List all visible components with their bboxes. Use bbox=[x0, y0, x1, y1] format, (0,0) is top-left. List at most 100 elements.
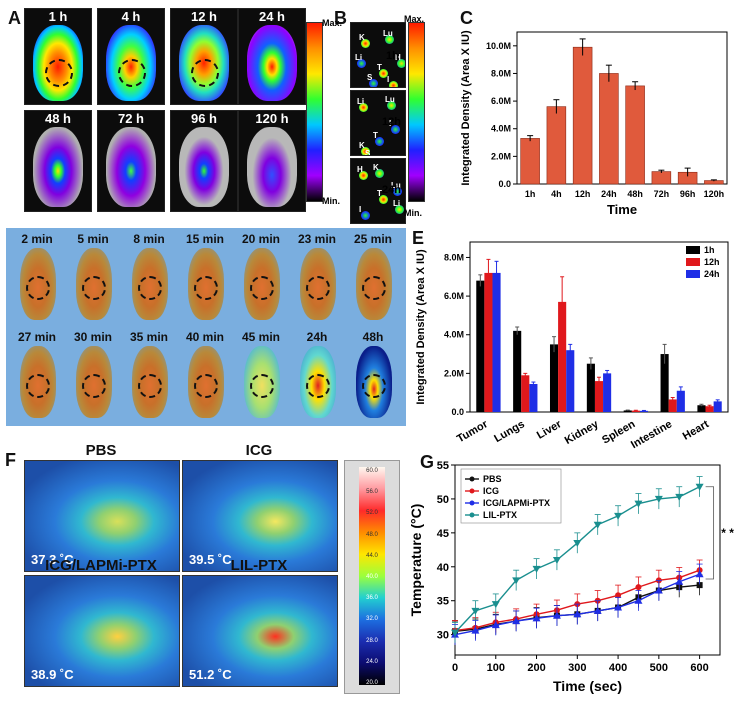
panel-d-thermal-frame: 35 min bbox=[122, 328, 176, 424]
scale-tick-label: 24.0 bbox=[366, 658, 378, 665]
panel-d-time-label: 8 min bbox=[133, 232, 165, 246]
panel-g-line-chart: 0 100 200 300 400 500 600 30 35 40 45 50 55 PBS ICG ICG… bbox=[408, 460, 734, 694]
organ-label: Li bbox=[393, 199, 401, 208]
x-tick-label: 72h bbox=[654, 189, 670, 199]
y-tick-label: 2.0M bbox=[444, 368, 464, 378]
panel-a-colorbar bbox=[306, 22, 323, 202]
legend-label: ICG/LAPMi-PTX bbox=[483, 498, 550, 508]
panel-d-thermal-frame: 8 min bbox=[122, 230, 176, 326]
panel-f-title: ICG/LAPMi-PTX bbox=[45, 557, 157, 574]
organ-label: T bbox=[373, 131, 378, 140]
panel-d-thermal-frame: 2 min bbox=[10, 230, 64, 326]
mouse-silhouette bbox=[247, 127, 297, 207]
y-tick-label: 30 bbox=[437, 630, 449, 642]
scale-tick-label: 20.0 bbox=[366, 680, 378, 686]
scale-tick-label: 52.0 bbox=[366, 510, 378, 517]
panel-d-time-label: 23 min bbox=[297, 232, 336, 246]
panel-f-thermal-image: 37.3 ˚C bbox=[24, 460, 180, 572]
organ-signal bbox=[367, 155, 376, 156]
data-point bbox=[615, 592, 622, 599]
y-tick-label: 6.0M bbox=[444, 291, 464, 301]
x-tick-label: 1h bbox=[525, 189, 536, 199]
organ-signal bbox=[361, 211, 370, 220]
y-tick-label: 8.0M bbox=[444, 252, 464, 262]
y-axis-title: Integrated Density (Area X IU) bbox=[415, 249, 427, 405]
data-point bbox=[491, 601, 500, 609]
panel-a-time-label: 4 h bbox=[121, 9, 141, 24]
legend-label: 12h bbox=[704, 257, 720, 267]
legend-box bbox=[460, 468, 562, 524]
y-tick-label: 0.0 bbox=[451, 407, 464, 417]
panel-d-thermal-frame: 48h bbox=[346, 328, 400, 424]
scale-tick-label: 48.0 bbox=[366, 531, 378, 538]
bar bbox=[529, 383, 538, 412]
y-tick-label: 0.0 bbox=[498, 179, 511, 189]
bar bbox=[631, 410, 640, 412]
organ-label: T bbox=[377, 189, 382, 198]
bar bbox=[676, 390, 685, 412]
data-point bbox=[471, 626, 480, 634]
panel-label-f: F bbox=[5, 450, 16, 470]
organ-signal bbox=[369, 79, 378, 87]
panel-a-image: 48 h bbox=[24, 110, 92, 212]
organ-label: I bbox=[387, 75, 390, 84]
panel-d-time-label: 45 min bbox=[241, 330, 280, 344]
scale-tick-label: 44.0 bbox=[366, 552, 378, 559]
bar bbox=[594, 381, 604, 412]
tumor-circle-marker bbox=[26, 276, 50, 300]
bar bbox=[599, 73, 619, 185]
bar bbox=[520, 138, 540, 185]
bar bbox=[484, 272, 493, 412]
organ-signal bbox=[385, 35, 394, 44]
organ-label: Lu bbox=[385, 95, 395, 104]
x-tick-label: 300 bbox=[568, 662, 586, 674]
panel-c-bar-chart: 0.0 2.0M 4.0M 6.0M 8.0M 10.0M 1h 4h 12h 24h 48h 72h… bbox=[460, 30, 728, 217]
bar bbox=[668, 399, 677, 412]
data-point bbox=[634, 500, 643, 508]
x-tick-label: 12h bbox=[575, 189, 591, 199]
scale-tick-label: 40.0 bbox=[366, 574, 378, 580]
panel-label-a: A bbox=[8, 8, 21, 28]
organ-label: K bbox=[373, 163, 379, 172]
bar bbox=[549, 344, 559, 412]
data-point bbox=[451, 629, 459, 637]
organ-signal bbox=[359, 171, 368, 180]
y-axis-title: Integrated Density (Area X IU) bbox=[460, 30, 472, 186]
organ-label: S bbox=[365, 149, 371, 156]
organ-signal bbox=[375, 137, 384, 146]
x-tick-label: 0 bbox=[452, 662, 458, 674]
panel-a-colorbar-max: Max. bbox=[322, 18, 343, 28]
data-point bbox=[696, 582, 703, 589]
panel-a-image: 72 h bbox=[97, 110, 165, 212]
data-point bbox=[614, 512, 623, 520]
panel-d-time-label: 2 min bbox=[21, 232, 53, 246]
significance-annotation: * * bbox=[721, 526, 734, 540]
data-point bbox=[573, 610, 582, 618]
tumor-circle-marker bbox=[306, 276, 330, 300]
legend-marker bbox=[469, 512, 475, 518]
tumor-circle-marker bbox=[82, 374, 106, 398]
panel-d-thermal-frame: 25 min bbox=[346, 230, 400, 326]
panel-b-time-1h: 1h bbox=[386, 50, 399, 62]
scale-tick-label: 28.0 bbox=[366, 637, 378, 644]
bar bbox=[623, 410, 632, 412]
organ-label: Lu bbox=[383, 29, 393, 38]
panel-f-thermal-image: 39.5 ˚C bbox=[182, 460, 338, 572]
panel-b-colorbar-min: Min. bbox=[404, 208, 422, 218]
panel-d-time-label: 48h bbox=[362, 330, 384, 344]
organ-label: S bbox=[367, 73, 373, 82]
panel-f-title: LIL-PTX bbox=[230, 557, 288, 574]
tumor-circle-marker bbox=[250, 374, 274, 398]
panel-b-colorbar-max: Max. bbox=[404, 14, 425, 24]
panel-a-image: 120 h bbox=[238, 110, 306, 212]
tumor-circle-marker bbox=[306, 374, 330, 398]
x-tick-label: Tumor bbox=[455, 418, 491, 445]
x-tick-label: 48h bbox=[627, 189, 643, 199]
panel-f-title: PBS bbox=[85, 442, 117, 459]
panel-f-title: ICG bbox=[245, 442, 273, 459]
organ-signal bbox=[375, 169, 384, 178]
panel-f-temperature-readout: 37.3 ˚C bbox=[31, 552, 74, 567]
panel-a-colorbar-min: Min. bbox=[322, 196, 340, 206]
data-point bbox=[634, 596, 643, 604]
panel-d-time-label: 15 min bbox=[185, 232, 224, 246]
